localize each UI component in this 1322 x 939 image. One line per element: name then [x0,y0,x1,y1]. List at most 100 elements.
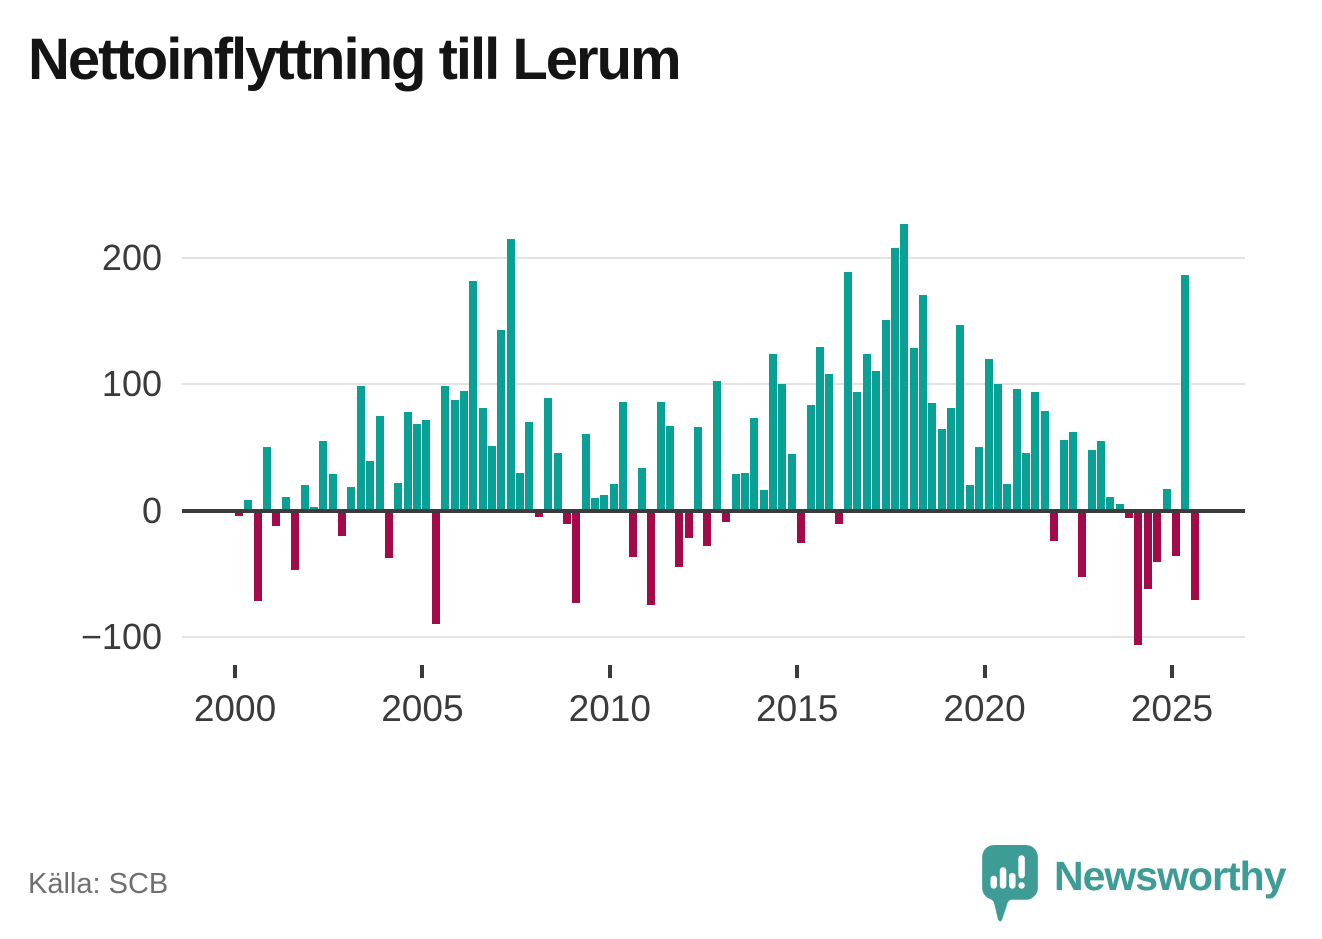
bar-2004-q3 [403,412,412,511]
bar-2012-q3 [703,510,712,546]
source-note: Källa: SCB [28,868,169,900]
bar-2020-q4 [1012,389,1021,511]
bar-2022-q3 [1078,510,1087,578]
bar-2020-q2 [993,384,1002,511]
bar-2009-q2 [581,433,590,511]
bar-2005-q2 [431,510,440,624]
y-axis-label-0: 0 [141,489,162,531]
logo-exclamation-dot [1018,882,1025,889]
bar-2019-q1 [947,408,956,511]
bar-2008-q3 [553,452,562,511]
bar-2021-q4 [1050,510,1059,541]
bar-2007-q2 [506,239,515,511]
bar-2010-q2 [619,402,628,511]
bar-2006-q1 [459,390,468,511]
x-tick-2025 [1169,665,1174,678]
bar-2001-q4 [300,485,309,511]
newsworthy-bubble-icon [982,845,1038,922]
bar-2001-q3 [291,510,300,570]
bar-2001-q2 [281,496,290,511]
bar-2016-q2 [844,272,853,511]
x-axis-label-2010: 2010 [568,688,651,729]
bar-2007-q4 [525,422,534,511]
bar-2010-q3 [628,510,637,558]
bar-2007-q1 [497,330,506,511]
bar-2018-q3 [928,403,937,511]
bar-2011-q3 [666,426,674,511]
bar-2019-q2 [956,325,965,511]
x-tick-2020 [982,665,987,678]
bar-2002-q2 [319,441,328,511]
bar-2024-q2 [1143,510,1152,589]
bar-2005-q3 [441,385,450,511]
bar-2015-q4 [825,374,834,511]
bar-2014-q1 [759,490,768,511]
bar-2008-q1 [534,510,543,517]
bar-2016-q4 [862,354,871,511]
bar-2021-q1 [1022,452,1031,511]
bar-2016-q1 [834,510,843,525]
bar-2014-q4 [787,453,796,511]
bar-2003-q2 [356,385,365,511]
x-axis-label-2005: 2005 [381,688,464,729]
bar-2025-q1 [1171,510,1180,556]
x-axis-label-2000: 2000 [193,688,277,729]
bar-2018-q4 [937,428,946,511]
bar-2016-q3 [853,392,862,511]
bar-2023-q2 [1106,496,1115,511]
logo-bar-tall [999,867,1007,889]
bar-2022-q4 [1087,449,1096,511]
bar-2019-q3 [965,485,974,511]
bar-2009-q3 [591,497,600,511]
bar-2000-q3 [253,510,262,602]
bar-2003-q4 [375,415,384,511]
bar-2004-q2 [394,482,403,511]
y-axis-label-100: 100 [101,363,162,405]
bar-2009-q1 [572,510,581,603]
bar-2017-q3 [890,248,899,511]
logo-bar-small [990,875,997,889]
bar-2003-q3 [366,461,375,511]
bar-2024-q1 [1134,510,1143,646]
bar-2012-q1 [684,510,693,539]
bar-2009-q4 [600,495,609,511]
bar-2023-q4 [1125,510,1134,519]
x-tick-2010 [607,665,612,678]
bar-2011-q2 [656,402,665,511]
bar-2017-q2 [881,320,890,511]
bar-2018-q1 [909,347,918,511]
bar-2013-q4 [750,418,759,511]
bar-2000-q1 [235,510,243,516]
bar-2010-q4 [637,467,646,511]
bar-2012-q4 [712,380,721,511]
y-axis-label-200: 200 [101,237,162,279]
newsworthy-logo-text: Newsworthy [1054,852,1286,899]
bar-2002-q3 [328,473,337,511]
x-tick-2015 [795,665,800,678]
bar-2018-q2 [918,294,927,511]
x-axis-label-2020: 2020 [943,688,1026,729]
bar-2024-q3 [1153,510,1162,563]
bar-2025-q2 [1181,274,1190,511]
bar-2003-q1 [347,486,356,511]
bar-2011-q1 [647,510,656,606]
bar-2013-q3 [740,472,749,511]
bar-2006-q3 [478,408,487,511]
chart-title: Nettoinflyttning till Lerum [28,27,682,92]
bar-2004-q1 [384,510,393,559]
logo-bar-mid [1009,872,1016,889]
bar-2020-q3 [1003,484,1012,511]
bar-2017-q4 [900,224,909,511]
gridline--100 [182,635,1245,638]
bar-2008-q4 [562,510,571,525]
x-axis-zero-line [182,508,1245,513]
bar-2012-q2 [694,427,703,511]
bar-2021-q2 [1031,392,1040,511]
bar-2006-q4 [487,446,496,511]
logo-exclamation-stem [1018,855,1025,879]
bar-2021-q3 [1040,410,1049,511]
bar-2014-q3 [778,384,787,511]
bar-2000-q2 [244,500,253,511]
bar-2017-q1 [872,370,881,511]
